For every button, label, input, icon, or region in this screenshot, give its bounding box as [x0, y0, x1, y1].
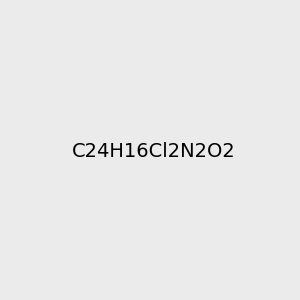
Text: C24H16Cl2N2O2: C24H16Cl2N2O2 [72, 142, 236, 161]
